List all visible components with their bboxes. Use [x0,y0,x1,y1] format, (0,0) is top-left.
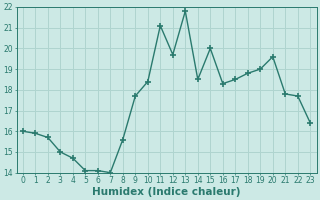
X-axis label: Humidex (Indice chaleur): Humidex (Indice chaleur) [92,187,241,197]
